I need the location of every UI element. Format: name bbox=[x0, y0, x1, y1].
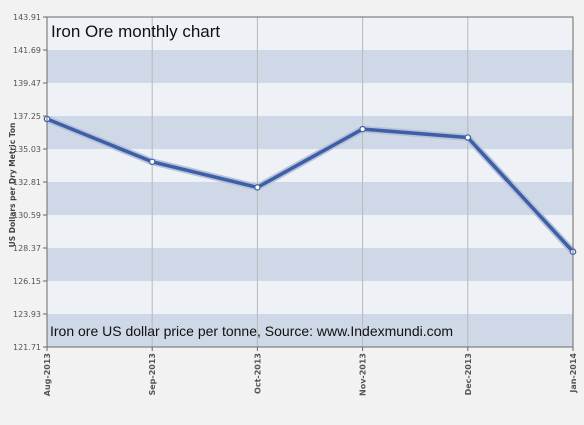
y-tick-label: 130.59 bbox=[13, 211, 41, 220]
x-tick-label: Aug-2013 bbox=[43, 353, 52, 396]
y-tick-label: 121.71 bbox=[13, 343, 41, 352]
y-tick-label: 126.15 bbox=[13, 277, 41, 286]
y-tick-label: 139.47 bbox=[13, 79, 41, 88]
x-tick-label: Dec-2013 bbox=[464, 353, 473, 395]
y-tick-label: 141.69 bbox=[13, 46, 41, 55]
x-tick-label: Jan-2014 bbox=[569, 353, 578, 394]
y-axis-ticks: 143.91 141.69 139.47 137.25 135.03 132.81 130.… bbox=[13, 13, 47, 352]
background-band bbox=[47, 281, 573, 314]
background-band bbox=[47, 116, 573, 149]
data-point bbox=[359, 125, 366, 133]
price-series bbox=[43, 115, 577, 256]
source-annotation: Iron ore US dollar price per tonne, Sour… bbox=[50, 323, 453, 339]
background-band bbox=[47, 215, 573, 248]
data-point bbox=[254, 184, 261, 191]
series-line bbox=[45, 117, 575, 254]
y-tick-label: 128.37 bbox=[13, 244, 41, 253]
x-axis-ticks: Aug-2013 Sep-2013 Oct-2013 Nov-2013 Dec-2013… bbox=[43, 347, 578, 396]
background-band bbox=[47, 83, 573, 116]
y-axis-label: US Dollars per Dry Metric Ton bbox=[8, 123, 17, 248]
y-tick-label: 143.91 bbox=[13, 13, 41, 22]
data-point bbox=[148, 158, 156, 165]
plot-border bbox=[46, 16, 574, 348]
chart-title: Iron Ore monthly chart bbox=[51, 22, 220, 41]
x-tick-label: Nov-2013 bbox=[359, 353, 368, 396]
vertical-gridlines bbox=[151, 17, 469, 347]
x-tick-label: Oct-2013 bbox=[253, 353, 262, 394]
background-band bbox=[47, 314, 573, 347]
y-tick-label: 137.25 bbox=[13, 112, 41, 121]
background-bands bbox=[47, 17, 573, 347]
background-band bbox=[47, 182, 573, 215]
x-tick-label: Sep-2013 bbox=[148, 353, 157, 396]
background-band bbox=[47, 50, 573, 83]
y-tick-label: 132.81 bbox=[13, 178, 41, 187]
y-tick-label: 123.93 bbox=[13, 310, 41, 319]
background-band bbox=[47, 17, 573, 50]
background-band bbox=[47, 248, 573, 281]
y-tick-label: 135.03 bbox=[13, 145, 41, 154]
data-point bbox=[464, 134, 471, 141]
